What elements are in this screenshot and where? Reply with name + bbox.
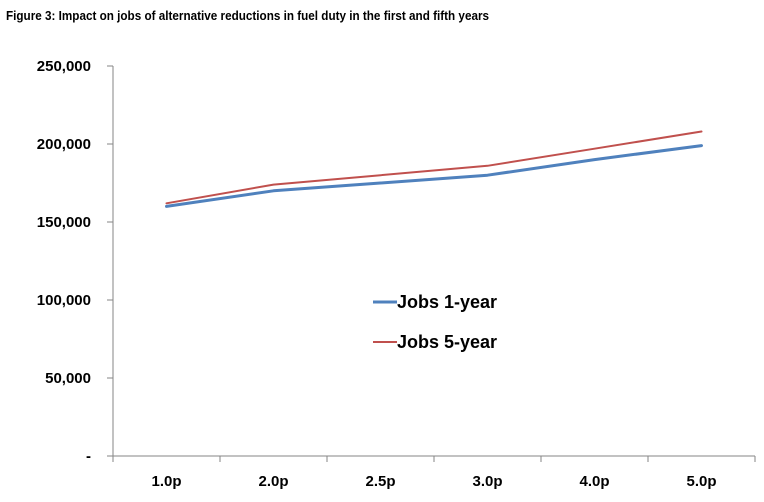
y-tick-label: 150,000	[37, 214, 91, 231]
x-tick-label: 2.0p	[258, 473, 288, 490]
legend: Jobs 1-year Jobs 5-year	[373, 292, 497, 352]
legend-label: Jobs 5-year	[397, 332, 497, 352]
series-lines	[165, 130, 703, 208]
y-tick-label: 250,000	[37, 58, 91, 75]
series-line-jobs-1-year	[165, 144, 703, 208]
y-tick-label: -	[86, 448, 91, 465]
x-tick-label: 5.0p	[686, 473, 716, 490]
x-tick-label: 4.0p	[579, 473, 609, 490]
tick-labels: - 50,000 100,000 150,000 200,000 250,000 1.0p 2…	[37, 58, 717, 490]
y-tick-label: 50,000	[45, 370, 91, 387]
series-line-jobs-5-year	[165, 130, 703, 205]
y-tick-label: 100,000	[37, 292, 91, 309]
chart-title: Figure 3: Impact on jobs of alternative …	[6, 8, 490, 23]
axes	[107, 65, 756, 462]
x-tick-label: 1.0p	[151, 473, 181, 490]
x-tick-label: 2.5p	[365, 473, 395, 490]
y-tick-label: 200,000	[37, 136, 91, 153]
x-tick-label: 3.0p	[472, 473, 502, 490]
legend-label: Jobs 1-year	[397, 292, 497, 312]
